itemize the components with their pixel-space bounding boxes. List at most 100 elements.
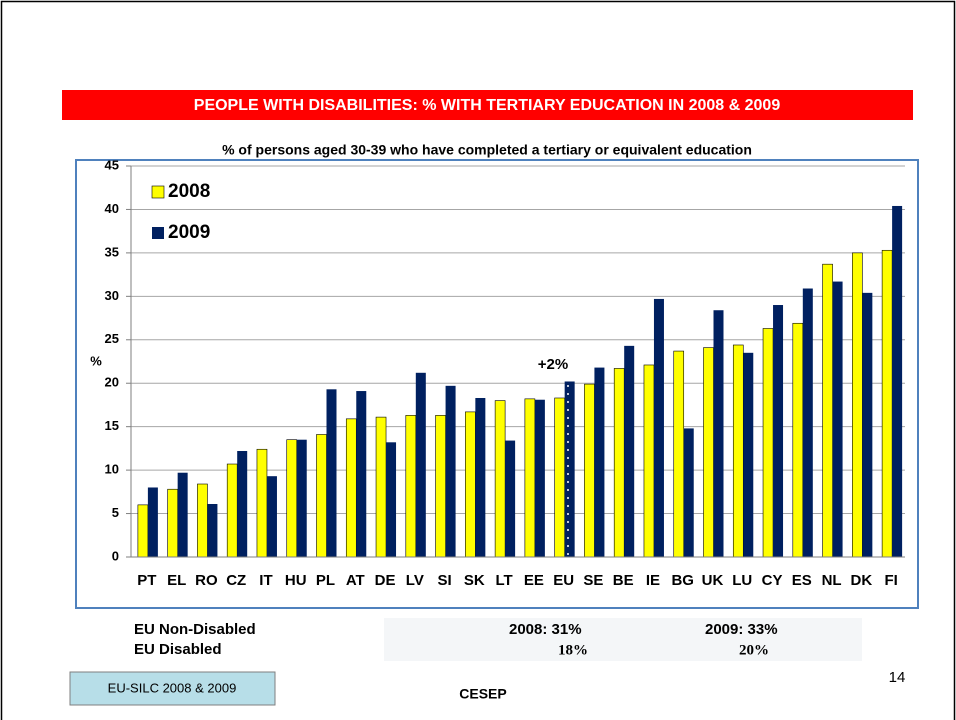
- bar: [852, 252, 863, 558]
- bar: [316, 434, 327, 558]
- bar: [415, 372, 426, 557]
- x-tick-label: LV: [406, 572, 424, 589]
- x-tick-label: RO: [195, 572, 218, 589]
- legend-swatch: [151, 185, 165, 199]
- bar: [375, 416, 387, 558]
- source: EU-SILC 2008 & 2009: [108, 680, 237, 695]
- bar: [554, 397, 565, 558]
- bar: [822, 263, 833, 558]
- x-tick-label: BE: [613, 572, 634, 589]
- bar: [177, 472, 188, 557]
- bar: [286, 439, 298, 558]
- bar: [862, 292, 873, 557]
- bar: [256, 448, 268, 558]
- plot: 0 5 10 15 20 25 30 35 40 45 PT EL RO CZ IT HU PL AT DE LV SI…: [105, 157, 905, 589]
- legend-label: 2009: [168, 222, 210, 243]
- organization: CESEP: [459, 686, 506, 702]
- x-tick-label: LU: [732, 572, 752, 589]
- bar: [584, 383, 595, 558]
- bar: [167, 488, 178, 558]
- bar: [832, 281, 843, 557]
- bar: [613, 368, 625, 558]
- x-tick-label: SI: [437, 572, 451, 589]
- y-tick-label: 15: [105, 418, 119, 433]
- chart-title: PEOPLE WITH DISABILITIES: % WITH TERTIAR…: [194, 97, 781, 114]
- x-tick-label: FI: [884, 572, 897, 589]
- bar: [683, 428, 694, 557]
- x-tick-label: IT: [259, 572, 272, 589]
- x-tick-label: IE: [646, 572, 660, 589]
- bar: [207, 503, 218, 557]
- bar: [594, 367, 605, 557]
- x-tick-label: SE: [583, 572, 603, 589]
- chart-frame: [75, 159, 919, 609]
- bar: [147, 487, 158, 557]
- x-tick-label: CZ: [226, 572, 246, 589]
- x-tick-label: UK: [702, 572, 724, 589]
- bar: [137, 504, 149, 558]
- bar: [643, 364, 655, 558]
- x-tick-label: ES: [792, 572, 812, 589]
- y-tick-label: 25: [105, 331, 119, 346]
- x-tick-label: EE: [524, 572, 544, 589]
- bar: [226, 463, 238, 558]
- bar: [326, 389, 337, 557]
- x-tick-label: SK: [464, 572, 485, 589]
- bar: [892, 205, 903, 558]
- bar: [386, 442, 397, 557]
- x-tick-label: EU: [553, 572, 574, 589]
- bar: [505, 440, 516, 557]
- bar: [296, 439, 307, 557]
- bar: [475, 397, 486, 557]
- y-tick-label: 5: [112, 505, 119, 520]
- bar: [653, 298, 664, 557]
- bar: [564, 381, 575, 557]
- legend-label: 2008: [168, 181, 210, 202]
- bar: [743, 352, 754, 557]
- table-cell: EU Disabled: [134, 641, 222, 658]
- title-banner: [62, 90, 913, 120]
- bar: [792, 322, 804, 558]
- chart-subtitle: % of persons aged 30-39 who have complet…: [222, 142, 752, 158]
- x-tick-label: NL: [822, 572, 842, 589]
- y-tick-label: 20: [105, 375, 119, 390]
- bar: [773, 305, 784, 557]
- bar: [345, 418, 357, 558]
- bar: [237, 450, 248, 557]
- bar: [197, 483, 208, 558]
- bar: [703, 347, 714, 558]
- table-cell: [128, 618, 384, 661]
- y-axis-label: %: [90, 353, 102, 368]
- x-tick-label: HU: [285, 572, 307, 589]
- y-tick-label: 10: [105, 462, 119, 477]
- bar: [534, 399, 545, 557]
- page-number: 14: [889, 669, 906, 686]
- bar: [762, 328, 774, 558]
- x-tick-label: AT: [346, 572, 365, 589]
- x-tick-label: PL: [316, 572, 335, 589]
- bar: [356, 391, 367, 557]
- y-tick-label: 30: [105, 288, 119, 303]
- x-tick-label: EL: [167, 572, 186, 589]
- bar: [266, 476, 277, 557]
- bar: [624, 345, 635, 557]
- table-cell: 2009: 33%: [705, 621, 778, 638]
- table-cell: 18%: [558, 642, 588, 658]
- bar: [732, 344, 744, 558]
- bar: [802, 288, 813, 557]
- y-tick-label: 0: [112, 548, 119, 563]
- y-tick-label: 45: [105, 157, 119, 172]
- bar: [405, 415, 417, 558]
- bar: [435, 415, 446, 558]
- x-tick-label: BG: [671, 572, 694, 589]
- y-tick-label: 40: [105, 201, 119, 216]
- legend-swatch: [152, 227, 164, 239]
- x-tick-label: CY: [762, 572, 783, 589]
- bar: [524, 398, 536, 558]
- table-cell: 20%: [739, 642, 769, 658]
- x-tick-label: DK: [851, 572, 873, 589]
- table-cell: 2008: 31%: [509, 621, 582, 638]
- bar: [673, 350, 685, 558]
